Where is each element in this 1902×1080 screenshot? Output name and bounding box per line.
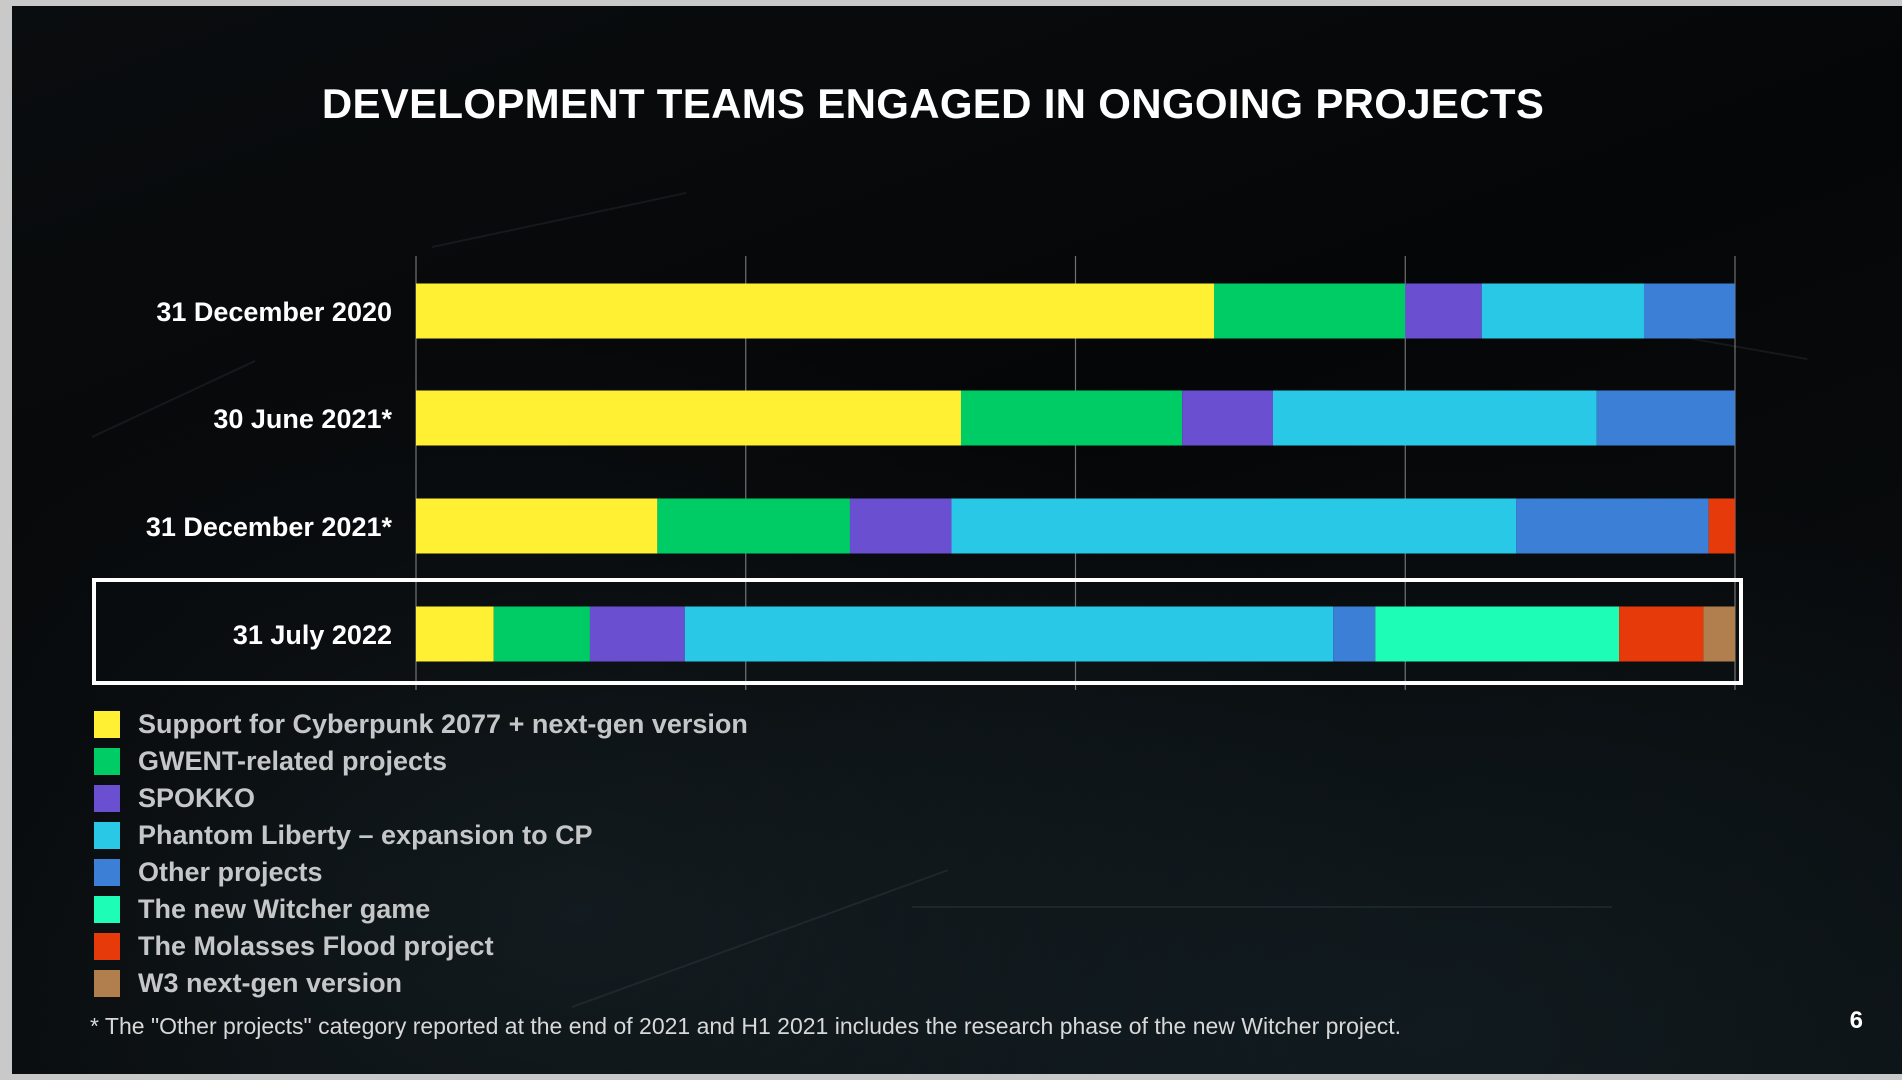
bar-segment — [589, 606, 685, 662]
category-label: 31 December 2021* — [146, 512, 393, 542]
category-label: 30 June 2021* — [213, 404, 392, 434]
legend-label: SPOKKO — [138, 783, 256, 813]
bar-segment — [1516, 498, 1709, 554]
bar-segment — [1213, 283, 1406, 339]
highlight-box — [92, 578, 1743, 685]
page-number: 6 — [1849, 1007, 1863, 1034]
background-streak — [912, 906, 1612, 908]
bar-segment — [416, 283, 1214, 339]
legend-label: W3 next-gen version — [138, 968, 403, 998]
bar-segment — [1643, 283, 1735, 339]
bar-segment — [1182, 390, 1273, 446]
legend-label: GWENT-related projects — [138, 746, 448, 776]
bar-segment — [1708, 498, 1735, 554]
legend-item: The new Witcher game — [94, 891, 748, 928]
bar-segment — [1405, 283, 1482, 339]
legend-label: The new Witcher game — [138, 894, 431, 924]
legend-swatch — [94, 933, 120, 960]
legend-item: Support for Cyberpunk 2077 + next-gen ve… — [94, 706, 748, 743]
page-title: DEVELOPMENT TEAMS ENGAGED IN ONGOING PRO… — [321, 80, 1545, 127]
legend-swatch — [94, 785, 120, 812]
bars — [416, 283, 1735, 662]
legend-swatch — [94, 711, 120, 738]
legend-swatch — [94, 822, 120, 849]
legend: Support for Cyberpunk 2077 + next-gen ve… — [94, 706, 748, 1002]
bar-segment — [849, 498, 952, 554]
legend-label: Phantom Liberty – expansion to CP — [138, 820, 593, 850]
legend-swatch — [94, 970, 120, 997]
legend-label: Support for Cyberpunk 2077 + next-gen ve… — [138, 709, 748, 739]
bar-segment — [1481, 283, 1644, 339]
legend-swatch — [94, 859, 120, 886]
bar-segment — [416, 498, 658, 554]
legend-item: GWENT-related projects — [94, 743, 748, 780]
bar-segment — [416, 606, 494, 662]
bar-segment — [416, 390, 961, 446]
bar-segment — [493, 606, 590, 662]
bar-segment — [1596, 390, 1735, 446]
bar-segment — [657, 498, 850, 554]
legend-item: The Molasses Flood project — [94, 928, 748, 965]
legend-swatch — [94, 748, 120, 775]
bar-segment — [1703, 606, 1735, 662]
legend-item: W3 next-gen version — [94, 965, 748, 1002]
category-labels: 31 December 2020 30 June 2021* 31 December… — [146, 297, 393, 650]
bar-segment — [1333, 606, 1376, 662]
legend-item: SPOKKO — [94, 780, 748, 817]
category-label: 31 December 2020 — [156, 297, 392, 327]
bar-segment — [960, 390, 1183, 446]
legend-item: Phantom Liberty – expansion to CP — [94, 817, 748, 854]
footnote: * The "Other projects" category reported… — [90, 1013, 1402, 1039]
legend-label: The Molasses Flood project — [138, 931, 494, 961]
legend-item: Other projects — [94, 854, 748, 891]
legend-label: Other projects — [138, 857, 323, 887]
bar-segment — [684, 606, 1334, 662]
legend-swatch — [94, 896, 120, 923]
bar-segment — [951, 498, 1517, 554]
category-label: 31 July 2022 — [233, 620, 392, 650]
bar-segment — [1272, 390, 1597, 446]
bar-segment — [1619, 606, 1704, 662]
bar-segment — [1375, 606, 1620, 662]
